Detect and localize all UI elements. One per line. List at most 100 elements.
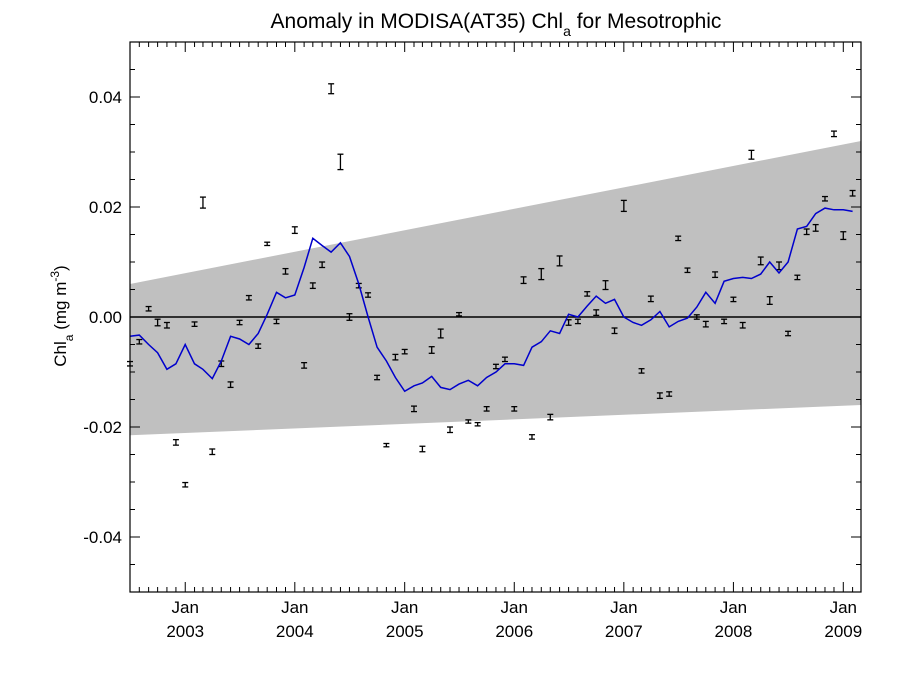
data-point	[273, 318, 280, 325]
data-point	[766, 295, 773, 306]
data-point	[309, 282, 316, 290]
data-point	[511, 405, 518, 412]
data-point	[410, 405, 417, 413]
data-point	[383, 442, 390, 448]
y-axis: 0.04 0.02 0.00 -0.02 -0.04	[83, 41, 861, 593]
data-point	[675, 235, 682, 242]
data-point	[830, 130, 837, 138]
data-point	[437, 328, 444, 339]
data-point	[191, 321, 198, 328]
x-tick-label-month: Jan	[391, 598, 418, 617]
data-point	[209, 448, 216, 456]
data-point	[346, 313, 353, 321]
data-point	[163, 321, 170, 329]
data-point	[145, 305, 152, 312]
data-point	[584, 291, 591, 297]
y-tick-label: 0.04	[89, 88, 122, 107]
data-point	[328, 83, 335, 95]
x-tick-label-month: Jan	[172, 598, 199, 617]
data-point	[172, 438, 179, 446]
data-point	[483, 405, 490, 412]
x-tick-label-year: 2009	[824, 622, 862, 641]
data-point	[182, 481, 189, 488]
chart-title: Anomaly in MODISA(AT35) Chla for Mesotro…	[271, 10, 722, 39]
data-point	[849, 189, 856, 197]
significance-band	[130, 141, 861, 436]
data-point	[794, 274, 801, 281]
x-tick-label-month: Jan	[281, 598, 308, 617]
data-point	[593, 309, 600, 317]
data-point	[757, 256, 764, 266]
x-tick-label-year: 2003	[166, 622, 204, 641]
error-bar-series	[127, 83, 856, 488]
data-point	[474, 421, 481, 427]
data-point	[136, 338, 143, 345]
data-point	[785, 330, 792, 337]
data-point	[255, 343, 262, 350]
y-tick-label: -0.02	[83, 418, 122, 437]
data-point	[693, 314, 700, 320]
data-point	[365, 292, 372, 298]
data-point	[748, 149, 755, 160]
data-point	[199, 196, 206, 209]
data-point	[556, 255, 563, 267]
data-point	[154, 318, 161, 327]
data-point	[227, 381, 234, 389]
data-point	[620, 199, 627, 213]
data-point	[840, 231, 847, 241]
x-tick-label-month: Jan	[610, 598, 637, 617]
y-tick-label: 0.02	[89, 198, 122, 217]
data-point	[638, 368, 645, 374]
data-point	[520, 276, 527, 285]
data-point	[602, 280, 609, 291]
data-point	[392, 353, 399, 361]
data-point	[547, 413, 554, 421]
data-point	[264, 241, 271, 247]
data-point	[812, 223, 819, 232]
y-tick-label: -0.04	[83, 528, 122, 547]
data-point	[647, 295, 654, 303]
x-tick-label-year: 2006	[495, 622, 533, 641]
data-point	[528, 434, 535, 440]
data-point	[702, 320, 709, 328]
data-point	[821, 195, 828, 202]
smoothed-anomaly-line	[129, 207, 853, 393]
data-point	[666, 391, 673, 397]
data-point	[492, 363, 499, 370]
data-point	[319, 261, 326, 269]
plot-area	[127, 41, 862, 593]
data-point	[656, 392, 663, 400]
data-point	[574, 318, 581, 325]
data-point	[721, 318, 728, 325]
data-point	[739, 321, 746, 329]
data-point	[730, 296, 737, 303]
data-point	[419, 445, 426, 453]
data-point	[712, 271, 719, 279]
data-point	[611, 327, 618, 335]
x-tick-label-year: 2004	[276, 622, 314, 641]
x-tick-label-year: 2007	[605, 622, 643, 641]
data-point	[291, 226, 298, 235]
y-axis-label: Chla (mg m-3)	[48, 265, 76, 366]
data-point	[401, 348, 408, 355]
x-tick-label-year: 2008	[714, 622, 752, 641]
x-tick-label-month: Jan	[720, 598, 747, 617]
data-point	[465, 419, 472, 424]
data-point	[374, 374, 381, 381]
data-point	[447, 426, 454, 434]
data-point	[538, 267, 545, 281]
data-point	[282, 267, 289, 275]
data-point	[684, 267, 691, 274]
data-point	[428, 346, 435, 354]
x-tick-label-year: 2005	[386, 622, 424, 641]
data-point	[337, 153, 344, 171]
y-tick-label: 0.00	[89, 308, 122, 327]
data-point	[803, 228, 810, 236]
data-point	[245, 294, 252, 301]
x-axis: Jan 2003 Jan 2004 Jan 2005 Jan 2006 Jan 2007 Jan 20…	[129, 42, 862, 641]
data-point	[501, 356, 508, 363]
data-point	[301, 361, 308, 369]
data-point	[236, 319, 243, 326]
x-tick-label-month: Jan	[501, 598, 528, 617]
